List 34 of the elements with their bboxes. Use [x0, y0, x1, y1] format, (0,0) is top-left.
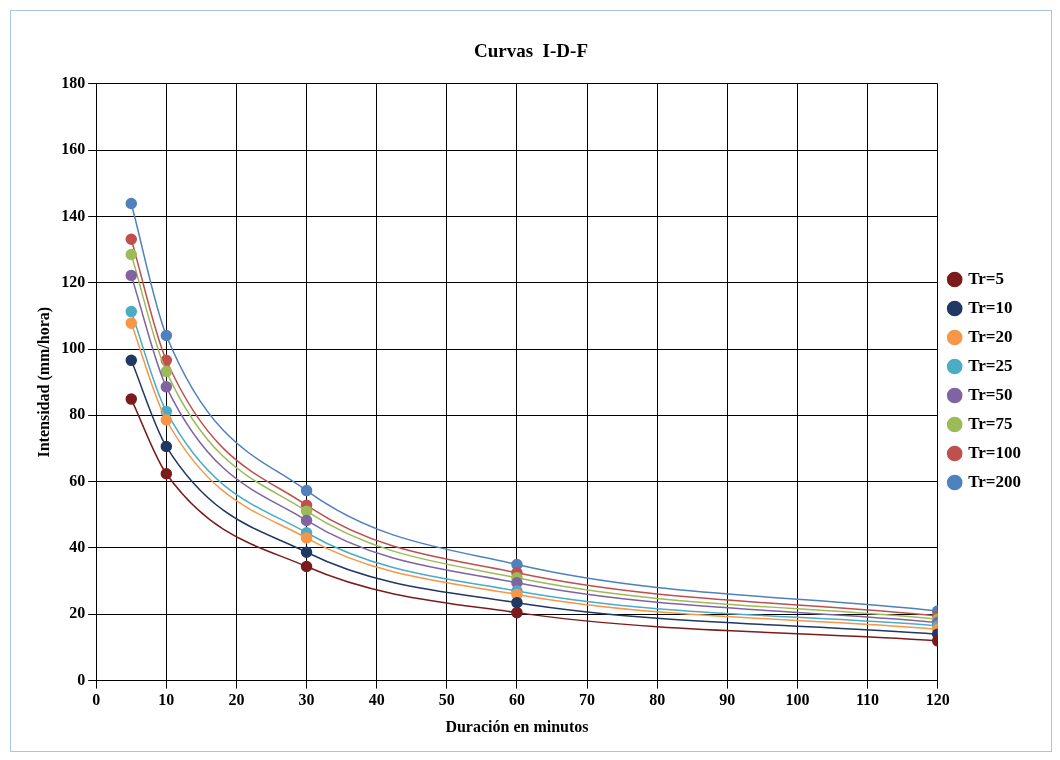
y-tick-label: 0: [77, 670, 86, 688]
x-tick-label: 30: [298, 691, 315, 709]
y-tick-label: 140: [61, 206, 86, 224]
y-axis-title: Intensidad (mm/hora): [34, 306, 53, 458]
y-tick-label: 40: [69, 538, 86, 556]
x-tick-label: 100: [785, 691, 810, 709]
y-tick-label: 180: [61, 73, 86, 91]
legend-label: Tr=5: [968, 268, 1004, 288]
legend-label: Tr=75: [968, 413, 1013, 433]
x-tick-label: 50: [438, 691, 455, 709]
legend-label: Tr=100: [968, 442, 1021, 462]
x-tick-label: 60: [508, 691, 525, 709]
x-tick-label: 10: [158, 691, 175, 709]
y-tick-label: 20: [69, 604, 86, 622]
x-tick-label: 120: [925, 691, 950, 709]
x-tick-label: 20: [228, 691, 245, 709]
y-tick-label: 160: [61, 140, 86, 158]
legend-label: Tr=10: [968, 297, 1013, 317]
legend-label: Tr=200: [968, 471, 1021, 491]
chart-title: Curvas I-D-F: [474, 40, 588, 62]
y-tick-label: 60: [69, 471, 86, 489]
legend-label: Tr=20: [968, 326, 1013, 346]
legend-label: Tr=25: [968, 355, 1013, 375]
x-tick-label: 40: [368, 691, 385, 709]
y-tick-label: 120: [61, 272, 86, 290]
x-tick-label: 0: [92, 691, 101, 709]
x-axis-title: Duración en minutos: [445, 717, 589, 735]
x-tick-label: 80: [649, 691, 666, 709]
x-tick-label: 110: [856, 691, 880, 709]
x-tick-label: 70: [579, 691, 596, 709]
y-tick-label: 100: [61, 339, 86, 357]
y-tick-label: 80: [69, 405, 86, 423]
x-tick-label: 90: [719, 691, 736, 709]
legend-label: Tr=50: [968, 384, 1013, 404]
